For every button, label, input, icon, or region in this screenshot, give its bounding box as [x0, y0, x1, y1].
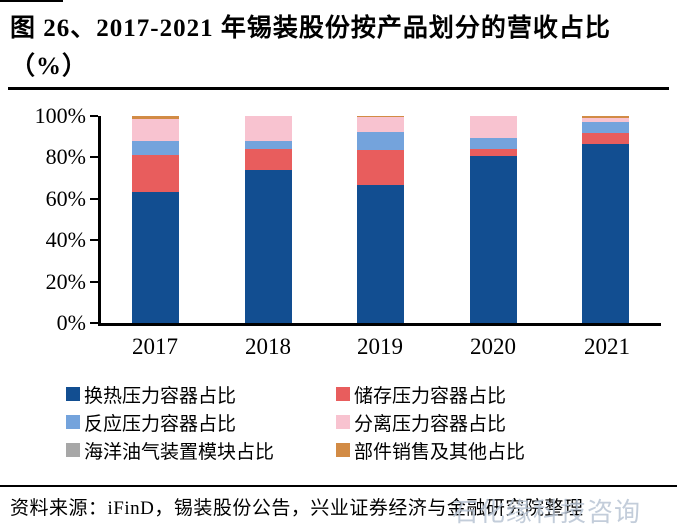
stacked-bar-2018 [245, 116, 292, 323]
bar-segment [582, 116, 629, 118]
legend-swatch-icon [66, 415, 80, 429]
stacked-bar-2020 [470, 116, 517, 323]
bar-segment [132, 155, 179, 192]
y-tick-label: 0% [56, 310, 86, 335]
y-tick-mark [90, 239, 98, 242]
y-tick-mark [90, 115, 98, 117]
legend-item-0: 换热压力容器占比 [66, 381, 336, 408]
y-tick-mark [90, 280, 98, 283]
legend-item-1: 储存压力容器占比 [336, 381, 646, 408]
bar-segment [245, 116, 292, 142]
figure-title: 图 26、2017-2021 年锡装股份按产品划分的营收占比（%） [10, 15, 611, 80]
y-tick-label: 80% [45, 144, 86, 170]
y-tick-mark [90, 197, 98, 200]
top-border-stub [0, 0, 63, 2]
legend-item-3: 分离压力容器占比 [336, 409, 646, 436]
legend-label: 海洋油气装置模块占比 [84, 441, 275, 463]
x-tick-label: 2020 [470, 334, 516, 359]
bar-segment [470, 116, 517, 138]
legend-label: 分离压力容器占比 [354, 413, 507, 435]
legend-label: 反应压力容器占比 [84, 413, 237, 435]
legend-item-2: 反应压力容器占比 [66, 409, 336, 436]
stacked-bar-2021 [582, 116, 629, 323]
watermark-text: 石化缘科技咨询 [452, 498, 642, 527]
bar-segment [582, 117, 629, 122]
bar-segment [132, 116, 179, 119]
bottom-divider-rule [0, 485, 677, 487]
bar-segment [582, 133, 629, 145]
bar-segment [245, 141, 292, 149]
title-divider-rule [8, 87, 669, 90]
legend-swatch-icon [66, 443, 80, 457]
legend-swatch-icon [336, 387, 350, 401]
bar-segment [582, 144, 629, 323]
y-tick-label: 100% [34, 103, 86, 128]
bar-segment [357, 116, 404, 118]
legend-swatch-icon [336, 443, 350, 457]
bar-segment [245, 148, 292, 170]
x-tick-label: 2019 [357, 334, 403, 359]
x-tick-label: 2021 [584, 334, 630, 359]
legend-label: 换热压力容器占比 [84, 385, 237, 407]
legend-swatch-icon [66, 387, 80, 401]
y-tick-mark [90, 322, 98, 324]
y-tick-mark [90, 156, 98, 159]
bar-segment [357, 149, 404, 185]
chart-legend: 换热压力容器占比 储存压力容器占比反应压力容器占比 分离压力容器占比海洋油气装置模块… [66, 380, 646, 464]
bar-segment [245, 169, 292, 323]
y-tick-label: 40% [45, 227, 86, 253]
bar-segment [582, 121, 629, 134]
bar-segment [470, 156, 517, 323]
x-tick-label: 2017 [132, 334, 178, 359]
bar-segment [357, 117, 404, 132]
bar-segment [470, 149, 517, 157]
y-tick-label: 60% [45, 185, 86, 211]
bar-segment [357, 131, 404, 150]
legend-item-5: 部件销售及其他占比 [336, 437, 646, 464]
y-tick-label: 20% [45, 268, 86, 294]
stacked-bar-plot [98, 116, 661, 326]
source-caption: 资料来源：iFinD，锡装股份公告，兴业证券经济与金融研究院整理 [10, 498, 584, 519]
bar-segment [132, 118, 179, 141]
bar-segment [470, 137, 517, 150]
legend-label: 部件销售及其他占比 [354, 441, 526, 463]
bar-segment [132, 140, 179, 156]
bar-segment [132, 191, 179, 323]
x-tick-label: 2018 [245, 334, 291, 359]
stacked-bar-2019 [357, 116, 404, 323]
legend-item-4: 海洋油气装置模块占比 [66, 437, 336, 464]
stacked-bar-2017 [132, 116, 179, 323]
legend-swatch-icon [336, 415, 350, 429]
legend-label: 储存压力容器占比 [354, 385, 507, 407]
bar-segment [357, 184, 404, 323]
